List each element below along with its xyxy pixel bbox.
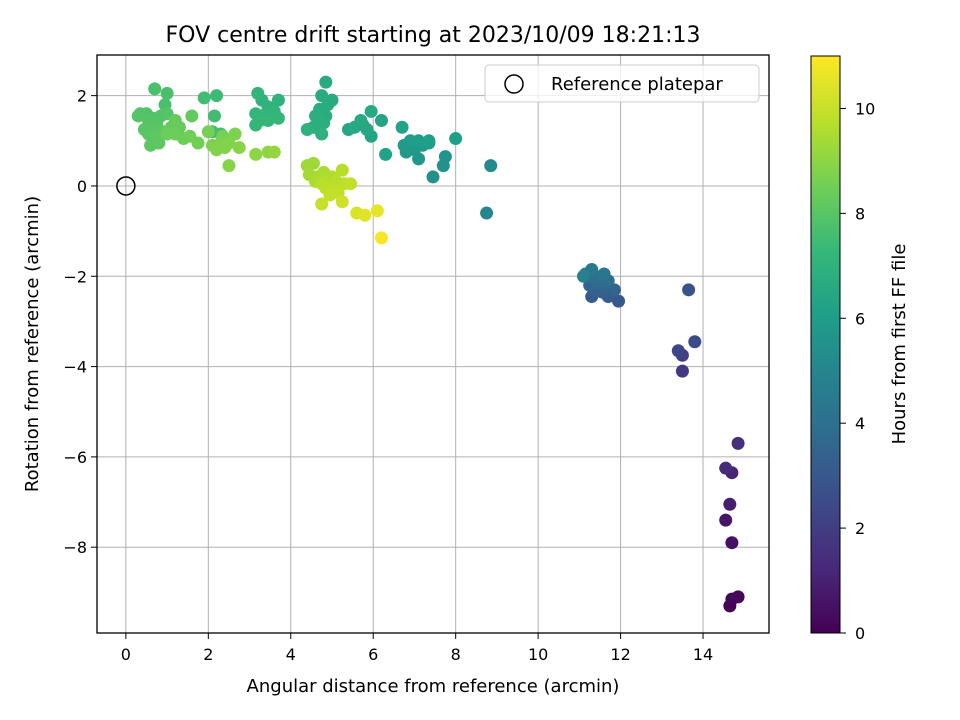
y-tick-label: −4 [63,358,87,377]
data-point [207,109,221,123]
colorbar-label: Hours from first FF file [889,244,910,445]
legend: Reference platepar [484,64,760,103]
colorbar: 0 2 4 6 8 10 Hours from first FF file [810,55,910,643]
data-points [131,75,745,613]
data-point [271,93,285,107]
data-point [731,590,745,604]
colorbar-tick-label: 8 [855,204,865,223]
y-tick-label: −2 [63,267,87,286]
data-point [323,188,337,202]
colorbar-ticks: 0 2 4 6 8 10 [840,99,875,643]
data-point [315,197,329,211]
data-point [358,208,372,222]
data-point [480,206,494,220]
data-point [249,118,263,132]
legend-box [484,64,760,103]
data-point [191,136,205,150]
reference-marker [116,176,136,196]
data-point [723,497,737,511]
y-tick-label: 2 [77,87,87,106]
legend-reference-marker [504,74,524,94]
data-point [426,170,440,184]
data-point [484,159,498,173]
data-point [160,86,174,100]
x-tick-label: 0 [121,645,131,664]
data-point [271,111,285,125]
data-point [688,335,702,349]
data-point [412,134,426,148]
data-point [222,159,236,173]
data-point [438,150,452,164]
y-tick-label: 0 [77,177,87,196]
y-tick-label: −8 [63,538,87,557]
x-tick-label: 2 [203,645,213,664]
x-axis-ticks: 0 2 4 6 8 10 12 14 [121,633,713,664]
data-point [449,132,463,146]
colorbar-tick-label: 4 [855,414,865,433]
x-tick-label: 14 [693,645,713,664]
data-point [218,141,232,155]
data-point [374,231,388,245]
y-axis-ticks: −8 −6 −4 −2 0 2 [63,87,97,557]
data-point [682,283,696,297]
data-point [152,136,166,150]
data-point [364,104,378,118]
x-tick-label: 10 [528,645,548,664]
y-tick-label: −6 [63,448,87,467]
plot-frame [96,54,770,634]
data-point [597,267,611,281]
data-point [201,125,215,139]
x-tick-label: 6 [368,645,378,664]
data-point [576,269,590,283]
data-point [344,177,358,191]
data-point [306,156,320,170]
data-point [300,123,314,137]
data-point [335,163,349,177]
data-point [374,113,388,127]
data-point [370,204,384,218]
y-axis-label: Rotation from reference (arcmin) [22,196,43,492]
data-point [671,344,685,358]
colorbar-tick-label: 0 [855,624,865,643]
x-axis-label: Angular distance from reference (arcmin) [247,676,620,697]
data-point [335,195,349,209]
colorbar-tick-label: 2 [855,519,865,538]
data-point [675,364,689,378]
colorbar-tick-label: 6 [855,309,865,328]
data-point [251,86,265,100]
data-point [719,513,733,527]
data-point [731,436,745,450]
data-point [725,536,739,550]
colorbar-gradient [810,55,841,634]
data-point [422,134,436,148]
data-point [267,145,281,159]
x-tick-label: 8 [451,645,461,664]
data-point [315,127,329,141]
data-point [612,294,626,308]
data-point [197,91,211,105]
x-tick-label: 12 [610,645,630,664]
data-point [379,147,393,161]
data-point [232,141,246,155]
chart-title: FOV centre drift starting at 2023/10/09 … [166,23,701,48]
data-point [719,461,733,475]
data-point [249,147,263,161]
colorbar-tick-label: 10 [855,99,875,118]
data-point [210,89,224,103]
legend-entry-reference: Reference platepar [551,74,723,95]
data-point [319,75,333,89]
x-tick-label: 4 [286,645,296,664]
data-point [185,109,199,123]
data-point [395,120,409,134]
data-point [131,109,145,123]
data-point [354,113,368,127]
data-point [148,82,162,96]
